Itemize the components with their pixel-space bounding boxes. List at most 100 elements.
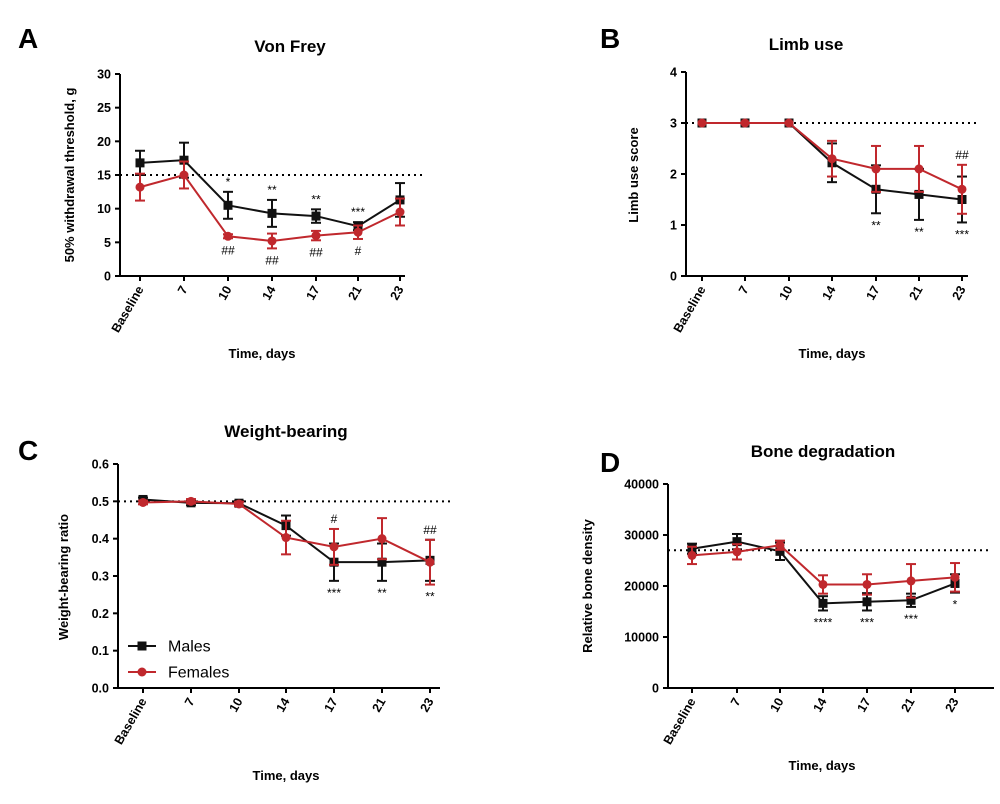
- x-tick-label: 7: [728, 695, 744, 708]
- y-tick-label: 4: [670, 66, 677, 80]
- y-axis-label: Relative bone density: [580, 518, 595, 652]
- significance-marker: ##: [955, 148, 969, 162]
- y-tick-label: 30000: [624, 529, 659, 543]
- significance-marker: ***: [904, 612, 918, 626]
- data-point: [950, 572, 960, 582]
- chart-title: Weight-bearing: [224, 422, 347, 441]
- y-tick-label: 25: [97, 101, 111, 115]
- data-point: [740, 118, 750, 128]
- data-point: [687, 550, 697, 560]
- significance-marker: ****: [814, 615, 833, 629]
- x-tick-label: 21: [899, 695, 918, 714]
- significance-marker: *: [953, 598, 958, 612]
- significance-marker: ***: [955, 227, 969, 241]
- data-point: [818, 598, 828, 608]
- legend: Males Females: [128, 639, 229, 682]
- panel-letter: C: [18, 435, 38, 466]
- chart-title: Limb use: [769, 35, 844, 54]
- y-tick-label: 20000: [624, 580, 659, 594]
- y-tick-label: 0: [670, 270, 677, 284]
- x-tick-label: Baseline: [661, 695, 699, 747]
- x-tick-label: Baseline: [112, 695, 150, 747]
- y-tick-label: 0.0: [92, 682, 109, 696]
- data-point: [234, 499, 244, 509]
- series-red: [697, 118, 967, 215]
- data-point: [906, 576, 916, 586]
- y-axis-label: Limb use score: [626, 127, 641, 222]
- y-tick-label: 0.2: [92, 607, 109, 621]
- significance-marker: ***: [860, 615, 874, 629]
- significance-marker: ##: [309, 245, 323, 259]
- y-tick-label: 0.1: [92, 644, 109, 658]
- significance-marker: ##: [221, 243, 235, 257]
- y-tick-label: 5: [104, 236, 111, 250]
- y-tick-label: 0: [652, 682, 659, 696]
- data-point: [186, 496, 196, 506]
- panel-letter: A: [18, 23, 38, 54]
- data-point: [914, 164, 924, 174]
- x-tick-label: 23: [388, 283, 407, 302]
- series-red: [687, 539, 960, 599]
- x-axis-label: Time, days: [229, 346, 296, 361]
- chart-panel-a: A Von Frey 0 5 10 15 20 25 30 Baseline 7 10 14 17 21 23…: [18, 23, 425, 361]
- y-tick-label: 0.6: [92, 458, 109, 472]
- significance-marker: **: [377, 586, 387, 600]
- data-point: [871, 164, 881, 174]
- y-tick-label: 40000: [624, 478, 659, 492]
- data-point: [732, 547, 742, 557]
- chart-panel-c: C Weight-bearing 0.0 0.1 0.2 0.3 0.4 0.5 0.6 Base…: [18, 422, 450, 783]
- data-point: [267, 236, 277, 246]
- data-point: [818, 579, 828, 589]
- data-point: [135, 182, 145, 192]
- x-tick-label: 17: [864, 283, 883, 302]
- x-tick-label: 17: [322, 695, 341, 714]
- significance-marker: ##: [265, 253, 279, 267]
- panel-letter: B: [600, 23, 620, 54]
- legend-label: Males: [168, 639, 211, 656]
- data-point: [862, 597, 872, 607]
- x-tick-label: Baseline: [109, 283, 147, 335]
- x-tick-label: 14: [274, 695, 293, 714]
- data-point: [784, 118, 794, 128]
- y-tick-label: 0.5: [92, 495, 109, 509]
- panel-letter: D: [600, 447, 620, 478]
- y-tick-label: 2: [670, 168, 677, 182]
- x-tick-label: 14: [820, 283, 839, 302]
- data-point: [311, 211, 321, 221]
- x-tick-label: 10: [777, 283, 796, 302]
- significance-marker: ##: [423, 523, 437, 537]
- x-axis-label: Time, days: [799, 346, 866, 361]
- x-tick-label: 10: [227, 695, 246, 714]
- data-point: [377, 557, 387, 567]
- legend-marker: [137, 641, 147, 651]
- data-point: [353, 227, 363, 237]
- y-tick-label: 15: [97, 169, 111, 183]
- data-point: [775, 540, 785, 550]
- y-tick-label: 1: [670, 219, 677, 233]
- x-tick-label: 10: [768, 695, 787, 714]
- x-tick-label: 7: [175, 283, 191, 296]
- data-point: [732, 537, 742, 547]
- data-point: [862, 579, 872, 589]
- significance-marker: **: [914, 225, 924, 239]
- y-tick-label: 10000: [624, 631, 659, 645]
- x-tick-label: 7: [182, 695, 198, 708]
- legend-label: Females: [168, 665, 229, 682]
- significance-marker: #: [355, 244, 362, 258]
- data-point: [223, 200, 233, 210]
- x-tick-label: 10: [216, 283, 235, 302]
- series-black: [687, 532, 960, 612]
- x-tick-label: 14: [260, 283, 279, 302]
- chart-panel-d: D Bone degradation 0 10000 20000 30000 40000 Ba…: [580, 442, 994, 773]
- data-point: [906, 595, 916, 605]
- y-tick-label: 20: [97, 135, 111, 149]
- data-point: [395, 207, 405, 217]
- significance-marker: **: [425, 590, 435, 604]
- data-point: [135, 158, 145, 168]
- x-tick-label: 17: [855, 695, 874, 714]
- data-point: [281, 533, 291, 543]
- data-point: [179, 170, 189, 180]
- y-tick-label: 0.4: [92, 532, 109, 546]
- significance-marker: **: [311, 192, 321, 206]
